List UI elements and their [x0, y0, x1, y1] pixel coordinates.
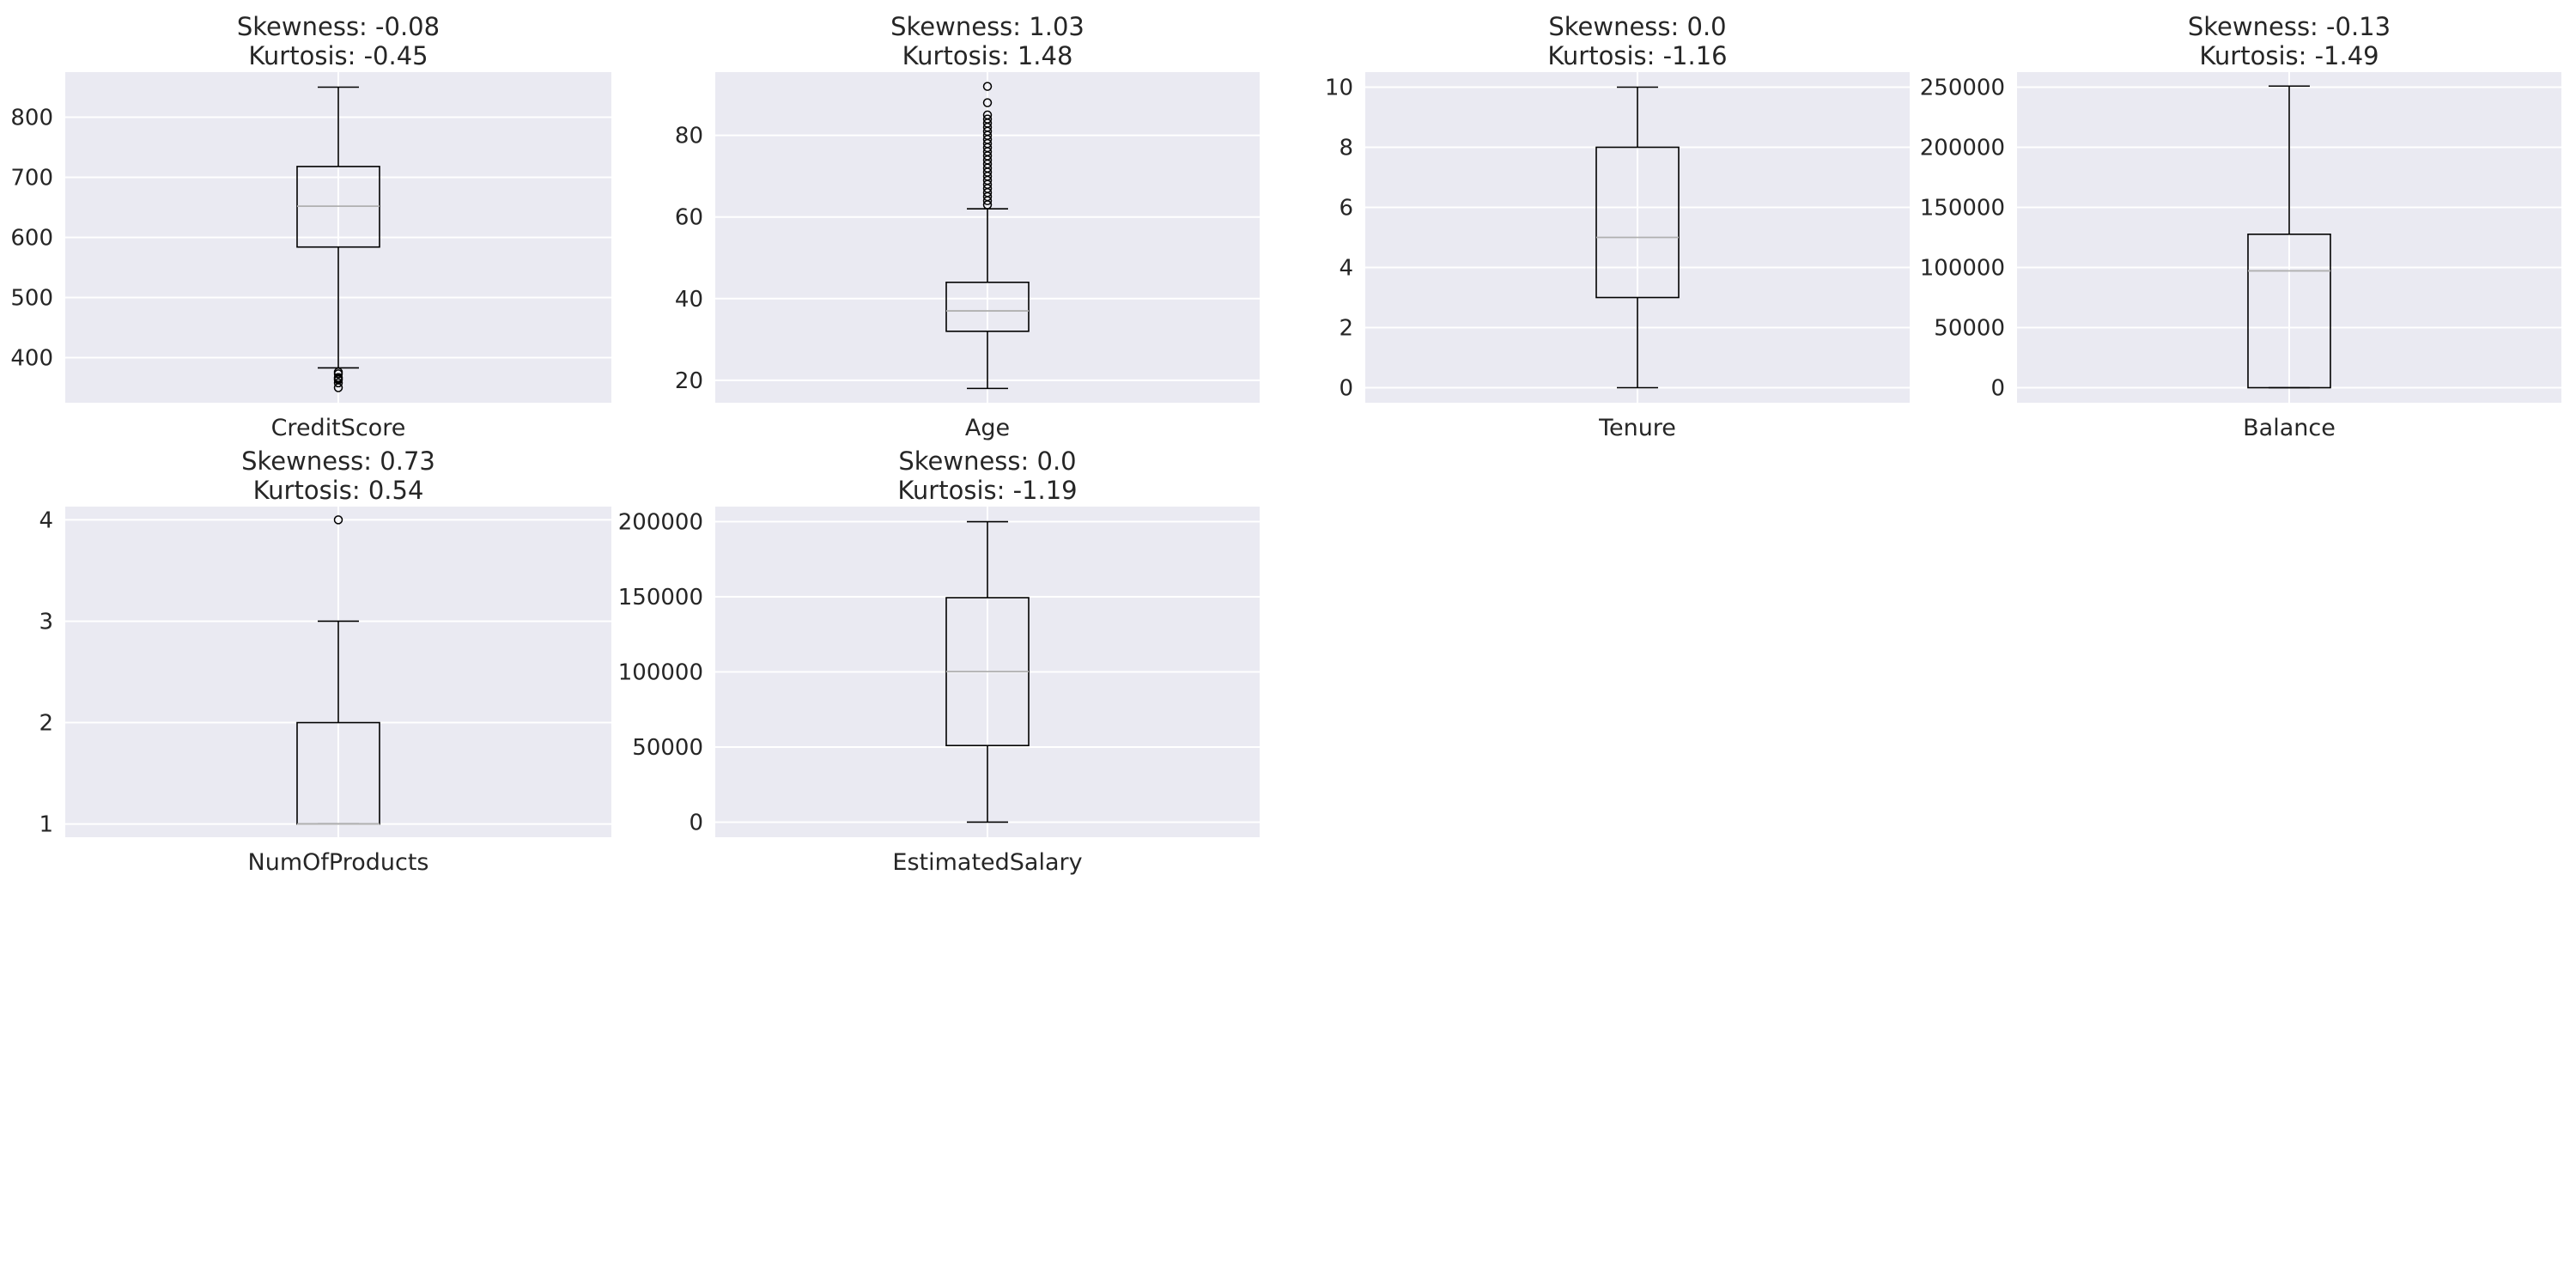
y-tick-label: 250000 [1920, 76, 2005, 101]
outlier-point [333, 373, 343, 382]
y-tick-label: 80 [675, 124, 703, 149]
x-axis-label: Age [965, 415, 1010, 441]
y-tick-label: 700 [10, 166, 53, 191]
y-tick-label: 150000 [1920, 196, 2005, 222]
subplot-4: 0 50000 100000 150000 200000 250000 Balance Ske… [1920, 12, 2561, 441]
y-tick-label: 20 [675, 368, 703, 394]
y-tick-label: 60 [675, 205, 703, 231]
y-tick-label: 500 [10, 286, 53, 312]
outlier-point [333, 378, 343, 388]
x-axis-label: NumOfProducts [248, 849, 429, 876]
box-iqr [945, 281, 1030, 332]
subplot-title-kurtosis: Kurtosis: 1.48 [902, 41, 1073, 70]
outlier-point [333, 515, 343, 525]
subplot-title-kurtosis: Kurtosis: 0.54 [253, 476, 424, 505]
outlier-point [982, 114, 993, 124]
outlier-point [982, 82, 993, 91]
outlier-point [333, 368, 343, 377]
y-tick-label: 0 [689, 811, 703, 836]
subplot-title-kurtosis: Kurtosis: -1.19 [897, 476, 1077, 505]
y-tick-label: 0 [1339, 376, 1353, 402]
y-tick-label: 800 [10, 106, 53, 131]
subplot-title-kurtosis: Kurtosis: -1.16 [1547, 41, 1727, 70]
subplot-title-kurtosis: Kurtosis: -1.49 [2199, 41, 2379, 70]
outlier-point [982, 110, 993, 120]
y-tick-label: 4 [1339, 256, 1353, 282]
outlier-point [982, 98, 993, 107]
y-tick-label: 400 [10, 346, 53, 372]
subplot-title-kurtosis: Kurtosis: -0.45 [248, 41, 428, 70]
subplot-title-skewness: Skewness: -0.13 [2188, 12, 2391, 41]
y-tick-label: 4 [39, 507, 53, 533]
box-iqr [1595, 146, 1680, 299]
x-axis-label: Tenure [1598, 415, 1676, 441]
subplot-title-skewness: Skewness: 1.03 [890, 12, 1084, 41]
subplot-5: 1 2 3 4 NumOfProducts Skewness: 0.73Kurtosis:… [39, 447, 611, 876]
subplot-6: 0 50000 100000 150000 200000 EstimatedSalary S… [618, 447, 1260, 876]
y-tick-label: 10 [1325, 76, 1353, 101]
y-tick-label: 1 [39, 812, 53, 838]
box-iqr [2247, 233, 2331, 389]
subplot-1: 400 500 600 700 800 CreditScore Skewness: -0.0… [10, 12, 611, 441]
x-axis-label: Balance [2243, 415, 2336, 441]
subplot-title-skewness: Skewness: 0.0 [1548, 12, 1726, 41]
y-tick-label: 2 [39, 711, 53, 737]
y-tick-label: 50000 [1934, 316, 2005, 342]
y-tick-label: 600 [10, 226, 53, 252]
y-tick-label: 100000 [618, 660, 703, 686]
y-tick-label: 150000 [618, 585, 703, 611]
subplot-title-skewness: Skewness: 0.0 [898, 447, 1076, 476]
y-tick-label: 6 [1339, 196, 1353, 222]
y-tick-label: 0 [1990, 376, 2005, 402]
y-tick-label: 2 [1339, 316, 1353, 342]
y-tick-label: 200000 [1920, 136, 2005, 161]
y-tick-label: 8 [1339, 136, 1353, 161]
y-tick-label: 200000 [618, 510, 703, 536]
y-tick-label: 50000 [632, 735, 703, 761]
subplot-title-skewness: Skewness: 0.73 [241, 447, 435, 476]
x-axis-label: CreditScore [271, 415, 406, 441]
y-tick-label: 3 [39, 609, 53, 635]
subplot-title-skewness: Skewness: -0.08 [237, 12, 440, 41]
x-axis-label: EstimatedSalary [892, 849, 1082, 876]
y-tick-label: 100000 [1920, 256, 2005, 282]
y-tick-label: 40 [675, 287, 703, 313]
